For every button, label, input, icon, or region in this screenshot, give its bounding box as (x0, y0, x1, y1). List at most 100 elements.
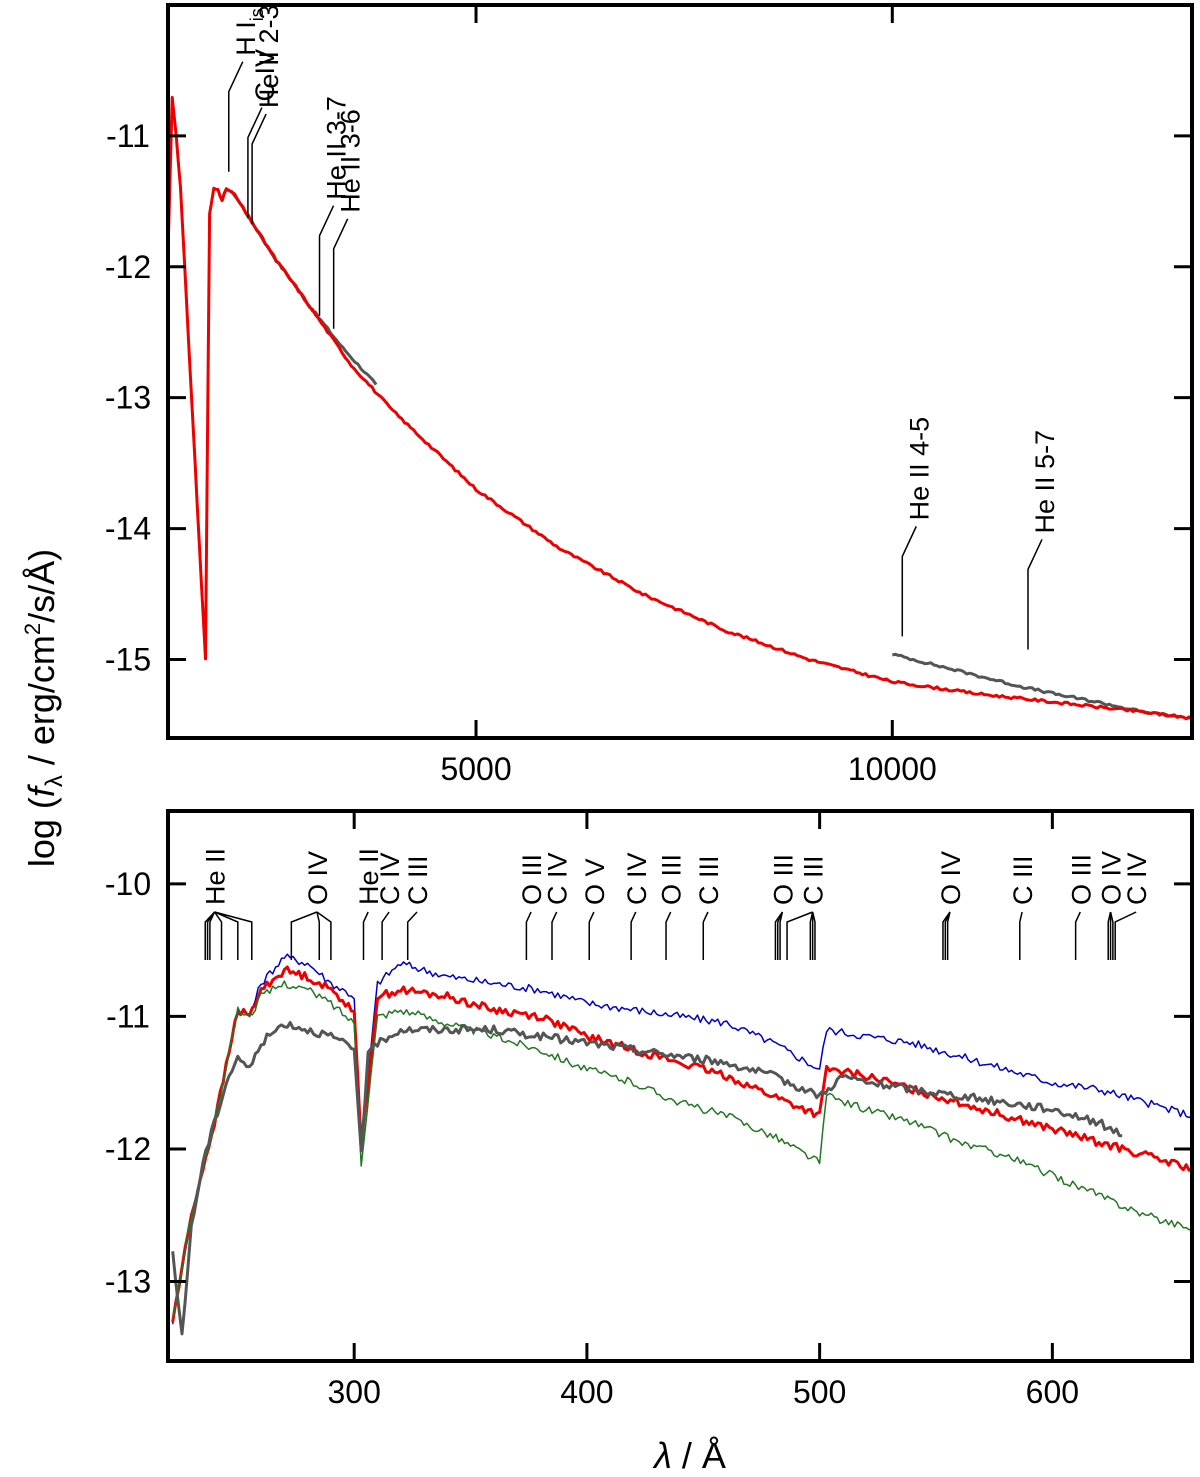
top-y-tick-label-4: -15 (105, 641, 151, 677)
bottom-annotation-tick-17-0 (1114, 911, 1137, 960)
bottom-annotation-label-6: C IV (543, 852, 573, 905)
bottom-annotation-tick-3-0 (381, 911, 390, 960)
bottom-annotation-tick-10-0 (702, 911, 709, 960)
bottom-annotation-tick-11-1 (776, 911, 784, 960)
bottom-annotation-label-17: C IV (1122, 852, 1152, 905)
bottom-annotation-17: C IV (1114, 852, 1152, 960)
top-series-group (168, 95, 1192, 721)
bottom-annotation-15: O III (1066, 854, 1096, 960)
bottom-annotation-tick-0-3 (213, 911, 223, 960)
bottom-series-line-1 (171, 965, 1192, 1323)
bottom-annotation-1: O IV (290, 851, 333, 960)
bottom-annotation-14: C III (1008, 855, 1038, 960)
bottom-annotation-12: C III (786, 855, 829, 960)
bottom-annotation-label-7: O V (580, 858, 610, 905)
top-y-tick-label-2: -13 (105, 380, 151, 416)
bottom-x-tick-label-3: 600 (1026, 1374, 1079, 1410)
bottom-annotation-label-10: C III (694, 855, 724, 905)
bottom-annotation-tick-0-2 (209, 911, 216, 960)
top-y-tick-label-0: -11 (106, 118, 150, 154)
bottom-annotation-8: C IV (622, 852, 652, 960)
top-series-line-2 (168, 95, 1192, 721)
top-annotation-6: He II 5-7 (1027, 430, 1060, 650)
bottom-annotation-tick-13-2 (946, 911, 951, 960)
bottom-y-tick-label-2: -12 (105, 1131, 151, 1167)
top-annotation-label-4: He II 3-6 (336, 109, 366, 213)
bottom-axis-ticks: 300 400 500 600 -10 -11 -12 -13 (105, 811, 1192, 1410)
y-axis-superscript: 2 (20, 623, 45, 635)
bottom-x-tick-label-2: 500 (793, 1374, 846, 1410)
bottom-annotation-label-8: C IV (622, 852, 652, 905)
y-axis-subscript: λ (41, 775, 68, 787)
bottom-annotation-tick-11-2 (779, 911, 784, 960)
x-axis-symbol: λ (652, 1435, 672, 1476)
bottom-annotation-tick-1-1 (316, 911, 321, 960)
bottom-annotation-label-2: He II (354, 848, 384, 905)
bottom-annotation-tick-13-1 (944, 911, 951, 960)
top-x-tick-label-1: 10000 (848, 751, 937, 787)
bottom-annotation-label-3: C IV (375, 852, 405, 905)
bottom-annotation-label-15: O III (1066, 854, 1096, 905)
bottom-annotation-tick-16-2 (1109, 911, 1114, 960)
top-annotation-4: He II 3-6 (332, 109, 366, 329)
y-axis-unit-part1: / erg/cm (21, 635, 62, 775)
bottom-annotation-label-13: O IV (936, 851, 966, 905)
top-annotation-2: He II 2-3 (251, 5, 284, 225)
top-x-tick-label-0: 5000 (440, 751, 511, 787)
bottom-annotation-10: C III (694, 855, 724, 960)
top-annotation-tick-5 (901, 526, 917, 637)
bottom-annotation-2: He II (354, 848, 384, 960)
top-annotation-0: H Iis (228, 8, 267, 172)
top-annotation-tick-6 (1027, 539, 1043, 650)
bottom-annotation-tick-1-2 (316, 911, 332, 960)
bottom-x-tick-label-0: 300 (327, 1374, 380, 1410)
top-annotation-3: He II 3-7 (318, 96, 352, 316)
bottom-annotation-16: O IV (1097, 851, 1127, 960)
top-annotation-label-2: He II 2-3 (254, 5, 284, 109)
bottom-annotation-3: C IV (375, 852, 405, 960)
bottom-annotation-tick-5-0 (525, 911, 532, 960)
top-annotation-label-1: C IV (250, 49, 280, 102)
bottom-annotation-label-9: O III (657, 854, 687, 905)
bottom-annotation-tick-14-0 (1019, 911, 1023, 960)
bottom-annotation-11: O III (768, 854, 798, 960)
top-y-tick-label-1: -12 (105, 249, 151, 285)
top-annotation-tick-3 (318, 205, 335, 316)
bottom-annotation-tick-0-5 (214, 911, 253, 960)
y-axis-prefix: log ( (21, 797, 62, 867)
bottom-annotation-5: O III (517, 854, 547, 960)
bottom-annotation-tick-16-0 (1107, 911, 1112, 960)
bottom-annotation-tick-8-0 (630, 911, 637, 960)
bottom-annotation-label-14: C III (1008, 855, 1038, 905)
bottom-annotation-label-12: C III (799, 855, 829, 905)
bottom-series-line-3 (171, 1021, 1123, 1336)
bottom-annotation-13: O IV (936, 851, 966, 960)
bottom-annotation-tick-12-0 (786, 911, 813, 960)
bottom-annotation-label-1: O IV (303, 851, 333, 905)
bottom-annotation-label-0: He II (201, 848, 231, 905)
top-annotation-tick-4 (332, 218, 349, 329)
bottom-annotation-tick-0-4 (214, 911, 239, 960)
bottom-annotation-tick-9-0 (665, 911, 672, 960)
top-plot-frame (166, 3, 1194, 740)
bottom-annotation-tick-15-0 (1074, 911, 1081, 960)
top-annotation-label-5: He II 4-5 (904, 417, 934, 521)
x-axis-unit: / Å (672, 1435, 726, 1476)
bottom-x-tick-label-1: 400 (560, 1374, 613, 1410)
bottom-annotation-6: C IV (543, 852, 573, 960)
bottom-annotation-tick-6-0 (551, 911, 558, 960)
bottom-annotation-label-4: C III (403, 855, 433, 905)
bottom-annotation-tick-12-1 (809, 911, 814, 960)
bottom-annotation-0: He II (201, 848, 253, 960)
top-axis-ticks: 5000 10000 -11 -12 -13 -14 -15 (105, 5, 1192, 787)
x-axis-title: λ / Å (652, 1435, 726, 1476)
bottom-annotation-label-5: O III (517, 854, 547, 905)
top-annotation-tick-2 (251, 113, 267, 225)
bottom-annotation-9: O III (657, 854, 687, 960)
y-axis-unit-part2: /s/Å) (21, 549, 62, 623)
bottom-y-tick-label-1: -11 (106, 998, 150, 1034)
y-axis-title: log (fλ / erg/cm2/s/Å) (20, 549, 68, 867)
